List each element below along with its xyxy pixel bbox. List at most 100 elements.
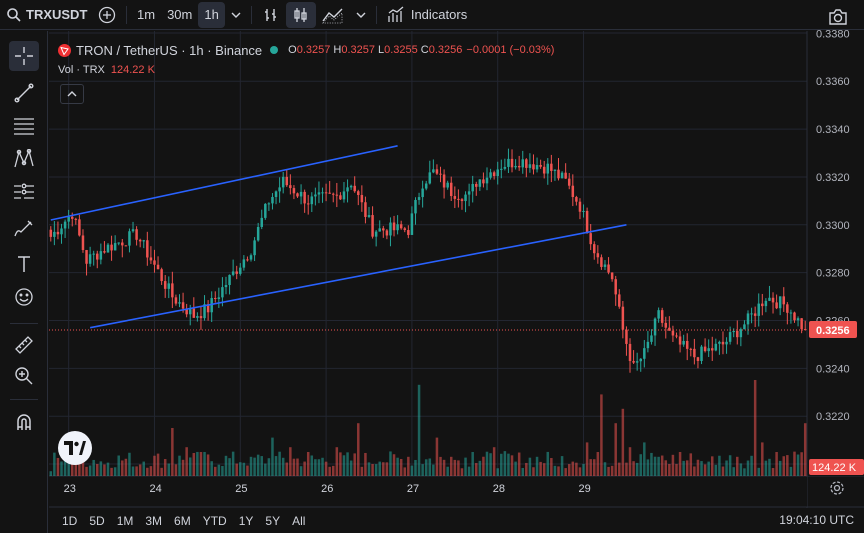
- divider: [250, 5, 252, 24]
- candle-body: [521, 159, 525, 168]
- interval-dropdown-button[interactable]: [225, 2, 247, 28]
- price-axis: 0.3380 0.3360 0.3340 0.3320 0.3300 0.3280 0.32…: [808, 28, 864, 476]
- zoom-tool-button[interactable]: [9, 361, 39, 391]
- volume-bar: [582, 463, 585, 476]
- candle-body: [378, 228, 381, 232]
- collapse-legend-button[interactable]: [60, 84, 84, 104]
- pattern-tool-button[interactable]: [9, 144, 39, 174]
- range-1y-button[interactable]: 1Y: [238, 513, 254, 528]
- utc-clock[interactable]: 19:04:10 UTC: [779, 513, 854, 527]
- candle-body: [557, 169, 560, 179]
- candle-body: [81, 235, 85, 250]
- candle-body: [171, 283, 174, 298]
- volume-bar: [188, 457, 192, 476]
- volume-bar: [349, 460, 353, 476]
- candle-body: [475, 183, 478, 187]
- volume-bar: [793, 451, 796, 476]
- channel-trendline: [89, 224, 627, 329]
- volume-bar: [399, 458, 403, 476]
- interval-30m-button[interactable]: 30m: [167, 7, 193, 22]
- candle-body: [582, 210, 585, 212]
- candle-body: [214, 298, 217, 300]
- measure-tool-button[interactable]: [9, 330, 39, 360]
- drawing-toolbar: [0, 31, 48, 533]
- candle-body: [428, 172, 432, 184]
- volume-bar: [553, 465, 557, 476]
- candle-body: [689, 348, 693, 350]
- candle-body: [389, 222, 392, 236]
- trend-line-tool-button[interactable]: [9, 78, 39, 108]
- magnet-tool-button[interactable]: [9, 407, 39, 437]
- volume-bar: [317, 459, 321, 476]
- screenshot-button[interactable]: [822, 4, 854, 30]
- volume-bar: [274, 456, 278, 476]
- volume-bar: [525, 462, 528, 476]
- chart-type-dropdown-button[interactable]: [350, 2, 372, 28]
- candle-body: [274, 191, 278, 197]
- volume-bar: [432, 464, 435, 476]
- candle-body: [739, 329, 743, 338]
- volume-bar: [106, 462, 110, 476]
- volume-bar: [228, 458, 231, 476]
- time-tick-label: 27: [407, 483, 419, 495]
- bars-style-button[interactable]: [256, 2, 286, 28]
- volume-bar: [800, 452, 803, 476]
- candle-body: [650, 335, 653, 342]
- range-6m-button[interactable]: 6M: [174, 513, 191, 528]
- range-1d-button[interactable]: 1D: [62, 513, 78, 528]
- text-icon: [18, 256, 30, 272]
- range-all-button[interactable]: All: [292, 513, 306, 528]
- candles-style-button[interactable]: [285, 1, 316, 28]
- volume-bar: [131, 466, 135, 476]
- candle-body: [382, 228, 385, 231]
- candle-body: [628, 343, 632, 362]
- interval-1m-button[interactable]: 1m: [137, 7, 156, 22]
- volume-bar: [446, 466, 449, 476]
- range-3m-button[interactable]: 3M: [145, 513, 163, 528]
- emoji-tool-button[interactable]: [9, 282, 39, 312]
- candle-body: [346, 187, 349, 192]
- compare-button[interactable]: [92, 2, 122, 28]
- area-style-button[interactable]: [316, 2, 350, 28]
- symbol-search[interactable]: TRXUSDT: [0, 7, 92, 23]
- candle-body: [331, 193, 335, 195]
- fib-tool-button[interactable]: [9, 111, 39, 141]
- volume-bar: [296, 458, 299, 476]
- volume-bar: [542, 463, 546, 476]
- text-tool-button[interactable]: [9, 249, 39, 279]
- volume-bar: [453, 459, 457, 476]
- volume-bar: [550, 458, 553, 476]
- indicators-button[interactable]: Indicators: [381, 6, 473, 24]
- tradingview-logo[interactable]: [58, 431, 92, 465]
- candle-body: [457, 198, 460, 200]
- forecast-tool-button[interactable]: [9, 177, 39, 207]
- candle-body: [546, 163, 550, 174]
- time-tick-label: 23: [64, 483, 76, 495]
- chart-settings-button[interactable]: [828, 479, 846, 497]
- candle-body: [621, 306, 625, 330]
- candle-body: [471, 183, 474, 192]
- volume-bar: [517, 452, 521, 476]
- range-5d-button[interactable]: 5D: [89, 513, 105, 528]
- candle-body: [446, 182, 449, 188]
- candle-body: [146, 240, 149, 258]
- volume-bar: [342, 455, 346, 476]
- volume-bar: [761, 442, 764, 476]
- candle-body: [442, 174, 446, 188]
- close-key: C: [420, 44, 429, 56]
- candle-body: [192, 308, 196, 318]
- range-5y-button[interactable]: 5Y: [265, 513, 281, 528]
- market-status-dot: [270, 46, 279, 54]
- volume-bar: [578, 467, 582, 476]
- range-1m-button[interactable]: 1M: [116, 513, 134, 528]
- volume-bar: [668, 463, 671, 476]
- brush-tool-button[interactable]: [9, 213, 39, 243]
- candle-body: [489, 172, 492, 178]
- range-ytd-button[interactable]: YTD: [202, 513, 227, 528]
- volume-bar: [249, 456, 253, 476]
- interval-1h-button[interactable]: 1h: [198, 1, 225, 28]
- crosshair-tool-button[interactable]: [9, 41, 39, 71]
- volume-bar: [782, 456, 786, 476]
- volume-bar: [786, 455, 789, 476]
